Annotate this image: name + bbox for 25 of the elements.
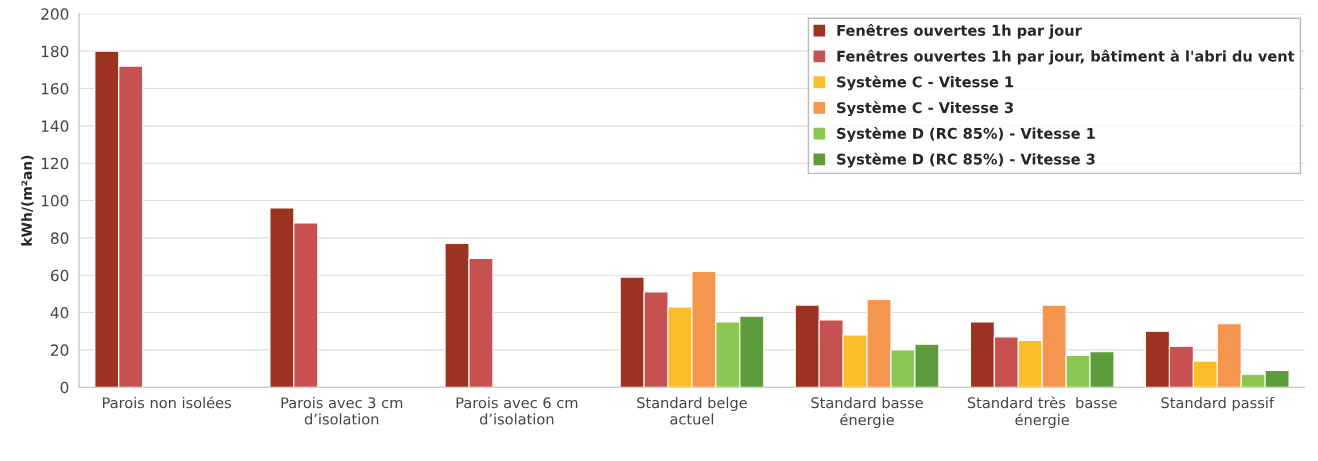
- legend-label: Système D (RC 85%) - Vitesse 1: [837, 127, 1095, 142]
- x-tick-label: Parois avec 3 cm d’isolation: [281, 396, 403, 425]
- y-tick-label: 160: [41, 82, 69, 95]
- x-tick-label: Parois avec 6 cm d’isolation: [456, 396, 578, 425]
- y-axis-title: kWh/(m²an): [21, 155, 34, 246]
- x-tick-label: Standard belge actuel: [637, 396, 747, 425]
- x-tick-label: Standard très basse énergie: [967, 396, 1117, 429]
- y-tick-label: 180: [41, 45, 69, 58]
- legend-label: Système D (RC 85%) - Vitesse 3: [837, 152, 1095, 168]
- x-tick-label: Standard passif: [1161, 396, 1275, 412]
- y-tick-label: 80: [50, 232, 69, 244]
- y-tick-label: 200: [41, 8, 69, 20]
- y-tick-label: 100: [41, 195, 69, 207]
- x-tick-label: Parois non isolées: [102, 396, 231, 409]
- y-tick-label: 140: [41, 120, 69, 132]
- y-tick-label: 40: [50, 307, 69, 319]
- legend-label: Fenêtres ouvertes 1h par jour, bâtiment à l'abri du vent: [837, 49, 1295, 65]
- y-tick-label: 0: [60, 381, 69, 394]
- legend-label: Système C - Vitesse 1: [837, 75, 1014, 91]
- y-tick-label: 20: [51, 344, 69, 356]
- y-tick-label: 60: [50, 269, 69, 282]
- legend-label: Système C - Vitesse 3: [837, 101, 1013, 117]
- x-tick-label: Standard basse énergie: [811, 396, 923, 429]
- legend-label: Fenêtres ouvertes 1h par jour: [837, 24, 1082, 39]
- y-tick-label: 120: [41, 157, 69, 170]
